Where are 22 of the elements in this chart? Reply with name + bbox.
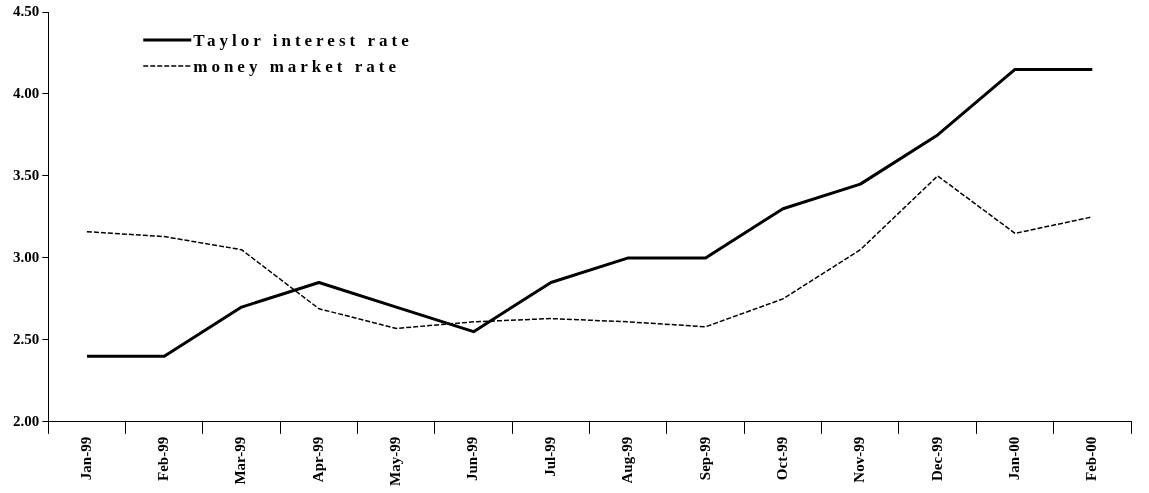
x-tick-label: Feb-99 bbox=[155, 436, 172, 482]
x-tick-label: Jul-99 bbox=[541, 436, 558, 477]
x-tick-label: Sep-99 bbox=[696, 436, 713, 481]
x-tick-label: May-99 bbox=[387, 436, 404, 486]
x-tick-label: Aug-99 bbox=[619, 436, 636, 484]
x-tick-label: Jun-99 bbox=[464, 436, 481, 482]
y-tick-label: 2.00 bbox=[13, 412, 40, 429]
x-tick-label: Feb-00 bbox=[1083, 436, 1100, 482]
x-tick-label: Oct-99 bbox=[773, 436, 790, 481]
x-tick-label: Jan-00 bbox=[1005, 436, 1022, 481]
y-tick-label: 3.00 bbox=[13, 248, 40, 265]
x-tick-label: Nov-99 bbox=[851, 436, 868, 483]
y-tick-label: 4.50 bbox=[13, 2, 40, 19]
x-tick-label: Jan-99 bbox=[77, 436, 94, 481]
y-tick-label: 4.00 bbox=[13, 84, 40, 101]
legend-label: Taylor interest rate bbox=[193, 31, 413, 51]
x-tick-label: Mar-99 bbox=[232, 436, 249, 485]
y-tick-label: 2.50 bbox=[13, 330, 40, 347]
x-tick-label: Apr-99 bbox=[309, 436, 326, 483]
x-tick-label: Dec-99 bbox=[928, 436, 945, 481]
y-tick-label: 3.50 bbox=[13, 166, 40, 183]
legend-label: money market rate bbox=[193, 57, 401, 77]
